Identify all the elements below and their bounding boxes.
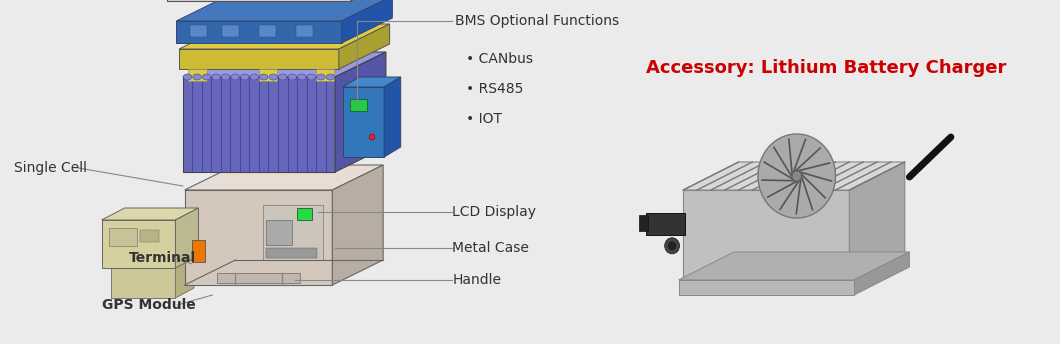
Polygon shape: [342, 87, 384, 157]
Ellipse shape: [193, 74, 201, 80]
Polygon shape: [111, 262, 175, 298]
Ellipse shape: [183, 74, 192, 80]
Bar: [350, 99, 367, 111]
Polygon shape: [179, 24, 390, 49]
Text: Accessory: Lithium Battery Charger: Accessory: Lithium Battery Charger: [647, 59, 1007, 77]
Ellipse shape: [298, 74, 306, 80]
Polygon shape: [384, 77, 401, 157]
Polygon shape: [102, 208, 198, 220]
Text: Terminal: Terminal: [129, 251, 196, 265]
Bar: [189, 69, 207, 81]
Ellipse shape: [202, 74, 211, 80]
Polygon shape: [684, 162, 905, 190]
Polygon shape: [182, 52, 386, 77]
Bar: [260, 25, 276, 37]
Circle shape: [369, 134, 375, 140]
Polygon shape: [339, 24, 390, 69]
Polygon shape: [335, 52, 386, 172]
Bar: [297, 25, 313, 37]
Ellipse shape: [269, 74, 278, 80]
Bar: [263, 205, 323, 260]
Polygon shape: [184, 190, 333, 285]
Bar: [223, 25, 240, 37]
Circle shape: [665, 238, 679, 254]
Bar: [316, 69, 334, 81]
Ellipse shape: [326, 74, 335, 80]
Polygon shape: [849, 162, 905, 280]
Polygon shape: [176, 21, 341, 43]
Ellipse shape: [260, 74, 268, 80]
Polygon shape: [111, 252, 194, 262]
Ellipse shape: [231, 74, 240, 80]
Bar: [192, 240, 205, 262]
Bar: [297, 208, 312, 220]
Bar: [140, 230, 159, 242]
Circle shape: [669, 242, 676, 250]
Text: LCD Display: LCD Display: [453, 205, 536, 219]
Text: • CANbus: • CANbus: [466, 52, 533, 66]
Bar: [266, 220, 292, 245]
Ellipse shape: [212, 74, 220, 80]
Bar: [109, 228, 137, 246]
Polygon shape: [102, 220, 175, 268]
Polygon shape: [182, 77, 335, 172]
Text: Single Cell: Single Cell: [14, 161, 87, 175]
Polygon shape: [175, 208, 198, 268]
Text: Handle: Handle: [453, 273, 501, 287]
Bar: [259, 69, 277, 81]
Polygon shape: [167, 0, 351, 1]
Polygon shape: [176, 0, 392, 21]
Bar: [266, 248, 317, 258]
Text: BMS Optional Functions: BMS Optional Functions: [455, 14, 619, 28]
Polygon shape: [175, 252, 194, 298]
Ellipse shape: [279, 74, 287, 80]
Polygon shape: [341, 0, 392, 43]
Ellipse shape: [250, 74, 259, 80]
Text: • RS485: • RS485: [466, 82, 524, 96]
Text: GPS Module: GPS Module: [102, 298, 195, 312]
Polygon shape: [684, 190, 849, 280]
Polygon shape: [342, 77, 401, 87]
Polygon shape: [854, 252, 909, 295]
Text: Metal Case: Metal Case: [453, 241, 529, 255]
Ellipse shape: [241, 74, 249, 80]
Ellipse shape: [307, 74, 316, 80]
Circle shape: [758, 134, 835, 218]
Polygon shape: [333, 165, 383, 285]
Polygon shape: [184, 165, 383, 190]
Bar: [639, 215, 648, 231]
Ellipse shape: [222, 74, 230, 80]
Text: • IOT: • IOT: [466, 112, 502, 126]
Polygon shape: [678, 252, 909, 280]
Bar: [217, 273, 300, 283]
Polygon shape: [179, 49, 339, 69]
Bar: [190, 25, 207, 37]
Ellipse shape: [317, 74, 325, 80]
Polygon shape: [351, 0, 411, 1]
Bar: [647, 213, 685, 235]
Polygon shape: [678, 280, 854, 295]
Circle shape: [792, 171, 801, 181]
Ellipse shape: [288, 74, 297, 80]
